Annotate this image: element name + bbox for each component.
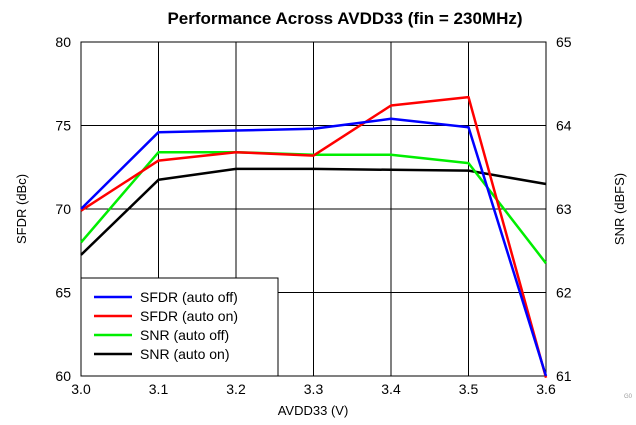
left-y-tick-label: 75 — [55, 118, 71, 134]
left-y-tick-labels: 60 65 70 75 80 — [55, 34, 71, 384]
x-tick-labels: 3.0 3.1 3.2 3.3 3.4 3.5 3.6 — [71, 381, 556, 397]
right-y-tick-label: 65 — [556, 34, 572, 50]
legend-label: SFDR (auto off) — [140, 289, 238, 305]
chart-title: Performance Across AVDD33 (fin = 230MHz) — [167, 9, 522, 28]
x-tick-label: 3.4 — [381, 381, 401, 397]
left-y-tick-label: 60 — [55, 368, 71, 384]
watermark-code: G0 — [624, 394, 633, 400]
right-y-tick-label: 64 — [556, 118, 572, 134]
x-tick-label: 3.6 — [536, 381, 556, 397]
right-y-axis-label: SNR (dBFS) — [612, 173, 627, 245]
x-axis-label: AVDD33 (V) — [278, 403, 349, 418]
legend-label: SNR (auto off) — [140, 327, 229, 343]
right-y-tick-label: 61 — [556, 368, 572, 384]
right-y-tick-label: 62 — [556, 285, 572, 301]
x-tick-label: 3.5 — [459, 381, 479, 397]
legend-label: SNR (auto on) — [140, 346, 229, 362]
left-y-tick-label: 65 — [55, 285, 71, 301]
left-y-tick-label: 70 — [55, 201, 71, 217]
x-tick-label: 3.1 — [149, 381, 169, 397]
x-tick-label: 3.3 — [304, 381, 324, 397]
x-tick-label: 3.0 — [71, 381, 91, 397]
right-y-tick-label: 63 — [556, 201, 572, 217]
right-y-tick-labels: 61 62 63 64 65 — [556, 34, 572, 384]
left-y-axis-label: SFDR (dBc) — [14, 174, 29, 244]
legend-label: SFDR (auto on) — [140, 308, 238, 324]
legend: SFDR (auto off) SFDR (auto on) SNR (auto o… — [81, 278, 278, 376]
x-tick-label: 3.2 — [226, 381, 246, 397]
left-y-tick-label: 80 — [55, 34, 71, 50]
